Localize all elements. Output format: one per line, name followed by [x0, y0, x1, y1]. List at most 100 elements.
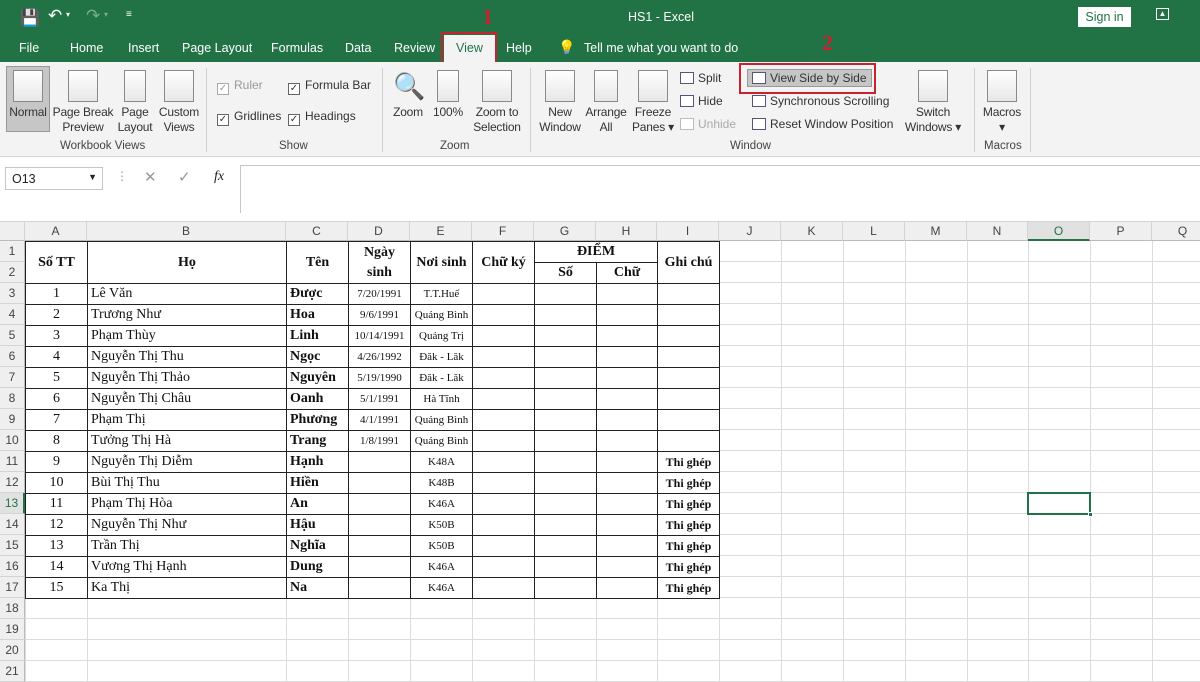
cell-stt[interactable]: 14 — [25, 556, 88, 578]
cell-chu-ky[interactable] — [472, 283, 535, 305]
header-ngay-sinh[interactable]: Ngày sinh — [348, 241, 411, 284]
view-side-by-side-button[interactable]: View Side by Side — [747, 69, 872, 87]
cell-ghi-chu[interactable]: Thi ghép — [657, 535, 720, 557]
page-break-preview-button[interactable]: Page Break Preview — [50, 70, 116, 135]
cell-ten[interactable]: Na — [286, 577, 349, 599]
header-noi-sinh[interactable]: Nơi sinh — [410, 241, 473, 284]
cell-ngay-sinh[interactable]: 7/20/1991 — [348, 283, 411, 305]
cell-noi-sinh[interactable]: K50B — [410, 514, 473, 536]
tab-review[interactable]: Review — [394, 41, 435, 55]
cell-ngay-sinh[interactable]: 9/6/1991 — [348, 304, 411, 326]
cell-ten[interactable]: Nguyên — [286, 367, 349, 389]
column-header-J[interactable]: J — [719, 222, 781, 241]
column-header-K[interactable]: K — [781, 222, 843, 241]
fill-handle[interactable] — [1088, 512, 1093, 517]
cell-diem-chu[interactable] — [596, 409, 658, 431]
cell-ngay-sinh[interactable] — [348, 514, 411, 536]
cell-noi-sinh[interactable]: Đăk - Lăk — [410, 346, 473, 368]
cell-stt[interactable]: 2 — [25, 304, 88, 326]
row-header-3[interactable]: 3 — [0, 283, 25, 304]
cell-diem-so[interactable] — [534, 493, 597, 515]
cell-stt[interactable]: 11 — [25, 493, 88, 515]
cell-ghi-chu[interactable]: Thi ghép — [657, 493, 720, 515]
cell-ghi-chu[interactable]: Thi ghép — [657, 451, 720, 473]
row-header-1[interactable]: 1 — [0, 241, 25, 262]
zoom-button[interactable]: 🔍 Zoom — [390, 70, 426, 120]
cell-diem-so[interactable] — [534, 451, 597, 473]
header-stt[interactable]: Số TT — [25, 241, 88, 284]
cell-ten[interactable]: Phương — [286, 409, 349, 431]
column-header-A[interactable]: A — [25, 222, 87, 241]
chevron-down-icon[interactable]: ▼ — [88, 172, 97, 182]
cell-ten[interactable]: Dung — [286, 556, 349, 578]
cell-ho[interactable]: Bùi Thị Thu — [87, 472, 287, 494]
cell-diem-chu[interactable] — [596, 493, 658, 515]
row-header-2[interactable]: 2 — [0, 262, 25, 283]
ribbon-display-icon[interactable]: ▲ — [1156, 8, 1169, 20]
cell-chu-ky[interactable] — [472, 535, 535, 557]
tab-data[interactable]: Data — [345, 41, 372, 55]
cell-ghi-chu[interactable] — [657, 388, 720, 410]
tab-formulas[interactable]: Formulas — [271, 41, 324, 55]
sign-in-button[interactable]: Sign in — [1078, 7, 1131, 27]
cell-ho[interactable]: Lê Văn — [87, 283, 287, 305]
select-all-corner[interactable] — [0, 222, 25, 241]
freeze-panes-button[interactable]: Freeze Panes ▾ — [628, 70, 678, 135]
cell-chu-ky[interactable] — [472, 325, 535, 347]
cell-ghi-chu[interactable]: Thi ghép — [657, 472, 720, 494]
cell-ho[interactable]: Nguyễn Thị Diễm — [87, 451, 287, 473]
cell-ngay-sinh[interactable] — [348, 472, 411, 494]
row-header-15[interactable]: 15 — [0, 535, 25, 556]
selected-cell-O13[interactable] — [1027, 492, 1091, 515]
header-ho[interactable]: Họ — [87, 241, 287, 284]
cell-ten[interactable]: Hoa — [286, 304, 349, 326]
cell-ghi-chu[interactable] — [657, 304, 720, 326]
cell-ten[interactable]: Oanh — [286, 388, 349, 410]
cell-noi-sinh[interactable]: K48B — [410, 472, 473, 494]
header-diem-chu[interactable]: Chữ — [596, 262, 658, 284]
row-header-5[interactable]: 5 — [0, 325, 25, 346]
cell-ten[interactable]: Hậu — [286, 514, 349, 536]
reset-window-position-button[interactable]: Reset Window Position — [752, 117, 893, 131]
page-layout-button[interactable]: Page Layout — [116, 70, 154, 135]
column-header-Q[interactable]: Q — [1152, 222, 1200, 241]
column-header-D[interactable]: D — [348, 222, 410, 241]
customize-icon[interactable]: ≡ — [126, 9, 132, 20]
tab-file[interactable]: File — [19, 41, 40, 55]
normal-view-button[interactable]: Normal — [6, 66, 50, 132]
header-ten[interactable]: Tên — [286, 241, 349, 284]
switch-windows-button[interactable]: Switch Windows ▾ — [896, 70, 970, 135]
cell-ngay-sinh[interactable] — [348, 556, 411, 578]
cell-chu-ky[interactable] — [472, 346, 535, 368]
cell-noi-sinh[interactable]: Hà Tĩnh — [410, 388, 473, 410]
cell-ten[interactable]: Hiền — [286, 472, 349, 494]
cell-ho[interactable]: Vương Thị Hạnh — [87, 556, 287, 578]
cell-diem-so[interactable] — [534, 388, 597, 410]
cell-ho[interactable]: Phạm Thị — [87, 409, 287, 431]
cell-chu-ky[interactable] — [472, 409, 535, 431]
cell-diem-chu[interactable] — [596, 556, 658, 578]
header-diem[interactable]: ĐIỂM — [534, 241, 658, 263]
zoom-100-button[interactable]: 100% — [430, 70, 466, 120]
cell-diem-chu[interactable] — [596, 514, 658, 536]
split-button[interactable]: Split — [680, 71, 721, 85]
cancel-icon[interactable]: ✕ — [144, 169, 157, 186]
cell-noi-sinh[interactable]: K46A — [410, 556, 473, 578]
cell-diem-chu[interactable] — [596, 346, 658, 368]
cell-ngay-sinh[interactable]: 10/14/1991 — [348, 325, 411, 347]
synchronous-scrolling-button[interactable]: Synchronous Scrolling — [752, 94, 889, 108]
formula-input[interactable] — [240, 165, 1200, 213]
cell-ghi-chu[interactable] — [657, 409, 720, 431]
row-header-14[interactable]: 14 — [0, 514, 25, 535]
macros-button[interactable]: Macros ▾ — [978, 70, 1026, 135]
cell-ten[interactable]: Nghĩa — [286, 535, 349, 557]
cell-diem-so[interactable] — [534, 409, 597, 431]
cell-ngay-sinh[interactable] — [348, 535, 411, 557]
row-header-8[interactable]: 8 — [0, 388, 25, 409]
cell-diem-so[interactable] — [534, 304, 597, 326]
cell-stt[interactable]: 4 — [25, 346, 88, 368]
cell-noi-sinh[interactable]: K46A — [410, 577, 473, 599]
cell-diem-chu[interactable] — [596, 304, 658, 326]
cell-noi-sinh[interactable]: K48A — [410, 451, 473, 473]
tab-insert[interactable]: Insert — [128, 41, 160, 55]
